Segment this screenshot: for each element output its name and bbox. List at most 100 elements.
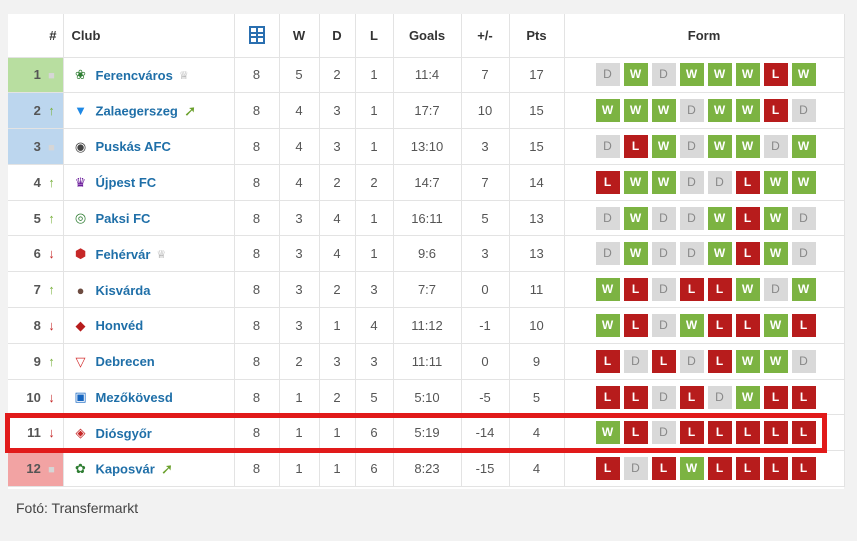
form-loss-badge[interactable]: L (707, 457, 732, 481)
form-loss-badge[interactable]: L (623, 278, 648, 302)
form-draw-badge[interactable]: D (595, 206, 620, 230)
form-draw-badge[interactable]: D (623, 457, 648, 481)
form-win-badge[interactable]: W (623, 63, 648, 87)
form-win-badge[interactable]: W (735, 349, 760, 373)
form-win-badge[interactable]: W (679, 457, 704, 481)
form-win-badge[interactable]: W (595, 99, 620, 123)
form-win-badge[interactable]: W (791, 63, 816, 87)
form-draw-badge[interactable]: D (679, 134, 704, 158)
form-loss-badge[interactable]: L (735, 421, 760, 445)
form-loss-badge[interactable]: L (763, 99, 788, 123)
form-win-badge[interactable]: W (735, 385, 760, 409)
form-win-badge[interactable]: W (707, 99, 732, 123)
form-loss-badge[interactable]: L (707, 421, 732, 445)
form-draw-badge[interactable]: D (679, 170, 704, 194)
club-link[interactable]: Mezőkövesd (95, 389, 173, 405)
club-link[interactable]: Honvéd (95, 318, 144, 334)
form-loss-badge[interactable]: L (707, 278, 732, 302)
form-draw-badge[interactable]: D (791, 242, 816, 266)
club-link[interactable]: Debrecen (95, 354, 155, 370)
form-draw-badge[interactable]: D (763, 134, 788, 158)
club-link[interactable]: Zalaegerszeg (95, 103, 178, 119)
form-win-badge[interactable]: W (763, 313, 788, 337)
form-win-badge[interactable]: W (763, 206, 788, 230)
form-win-badge[interactable]: W (651, 170, 676, 194)
form-loss-badge[interactable]: L (763, 421, 788, 445)
form-win-badge[interactable]: W (707, 206, 732, 230)
form-draw-badge[interactable]: D (595, 242, 620, 266)
form-draw-badge[interactable]: D (651, 242, 676, 266)
form-loss-badge[interactable]: L (651, 349, 676, 373)
form-draw-badge[interactable]: D (679, 206, 704, 230)
club-link[interactable]: Diósgyőr (95, 425, 152, 441)
form-draw-badge[interactable]: D (679, 242, 704, 266)
club-link[interactable]: Ferencváros (95, 67, 173, 83)
form-loss-badge[interactable]: L (651, 457, 676, 481)
form-draw-badge[interactable]: D (651, 63, 676, 87)
form-win-badge[interactable]: W (595, 313, 620, 337)
form-loss-badge[interactable]: L (595, 457, 620, 481)
form-win-badge[interactable]: W (735, 278, 760, 302)
form-draw-badge[interactable]: D (791, 206, 816, 230)
club-link[interactable]: Fehérvár (95, 246, 151, 262)
form-win-badge[interactable]: W (595, 421, 620, 445)
club-link[interactable]: Paksi FC (95, 210, 151, 226)
form-draw-badge[interactable]: D (763, 278, 788, 302)
form-win-badge[interactable]: W (623, 99, 648, 123)
form-draw-badge[interactable]: D (707, 170, 732, 194)
form-win-badge[interactable]: W (623, 170, 648, 194)
form-win-badge[interactable]: W (707, 63, 732, 87)
form-draw-badge[interactable]: D (791, 99, 816, 123)
form-win-badge[interactable]: W (735, 99, 760, 123)
form-loss-badge[interactable]: L (623, 313, 648, 337)
club-link[interactable]: Kaposvár (95, 461, 155, 477)
form-win-badge[interactable]: W (651, 134, 676, 158)
form-loss-badge[interactable]: L (623, 385, 648, 409)
form-draw-badge[interactable]: D (791, 349, 816, 373)
form-win-badge[interactable]: W (623, 242, 648, 266)
form-loss-badge[interactable]: L (707, 313, 732, 337)
form-loss-badge[interactable]: L (595, 170, 620, 194)
form-loss-badge[interactable]: L (707, 349, 732, 373)
form-loss-badge[interactable]: L (595, 385, 620, 409)
form-loss-badge[interactable]: L (791, 457, 816, 481)
club-link[interactable]: Újpest FC (95, 175, 157, 191)
form-loss-badge[interactable]: L (679, 385, 704, 409)
form-draw-badge[interactable]: D (623, 349, 648, 373)
form-win-badge[interactable]: W (595, 278, 620, 302)
form-win-badge[interactable]: W (791, 278, 816, 302)
form-loss-badge[interactable]: L (679, 421, 704, 445)
form-loss-badge[interactable]: L (735, 170, 760, 194)
form-win-badge[interactable]: W (735, 134, 760, 158)
form-draw-badge[interactable]: D (651, 385, 676, 409)
form-loss-badge[interactable]: L (623, 134, 648, 158)
form-draw-badge[interactable]: D (595, 63, 620, 87)
form-loss-badge[interactable]: L (735, 206, 760, 230)
form-loss-badge[interactable]: L (791, 385, 816, 409)
form-win-badge[interactable]: W (679, 313, 704, 337)
form-draw-badge[interactable]: D (651, 206, 676, 230)
form-win-badge[interactable]: W (707, 134, 732, 158)
form-win-badge[interactable]: W (623, 206, 648, 230)
form-loss-badge[interactable]: L (595, 349, 620, 373)
form-loss-badge[interactable]: L (791, 313, 816, 337)
form-draw-badge[interactable]: D (679, 349, 704, 373)
form-draw-badge[interactable]: D (651, 421, 676, 445)
form-win-badge[interactable]: W (791, 170, 816, 194)
form-win-badge[interactable]: W (791, 134, 816, 158)
form-win-badge[interactable]: W (763, 170, 788, 194)
form-loss-badge[interactable]: L (735, 242, 760, 266)
form-draw-badge[interactable]: D (679, 99, 704, 123)
form-loss-badge[interactable]: L (763, 63, 788, 87)
form-win-badge[interactable]: W (763, 242, 788, 266)
club-link[interactable]: Kisvárda (95, 282, 151, 298)
form-win-badge[interactable]: W (651, 99, 676, 123)
form-loss-badge[interactable]: L (791, 421, 816, 445)
form-win-badge[interactable]: W (735, 63, 760, 87)
form-win-badge[interactable]: W (763, 349, 788, 373)
form-loss-badge[interactable]: L (763, 385, 788, 409)
club-link[interactable]: Puskás AFC (95, 139, 171, 155)
form-draw-badge[interactable]: D (651, 278, 676, 302)
form-win-badge[interactable]: W (707, 242, 732, 266)
form-loss-badge[interactable]: L (623, 421, 648, 445)
